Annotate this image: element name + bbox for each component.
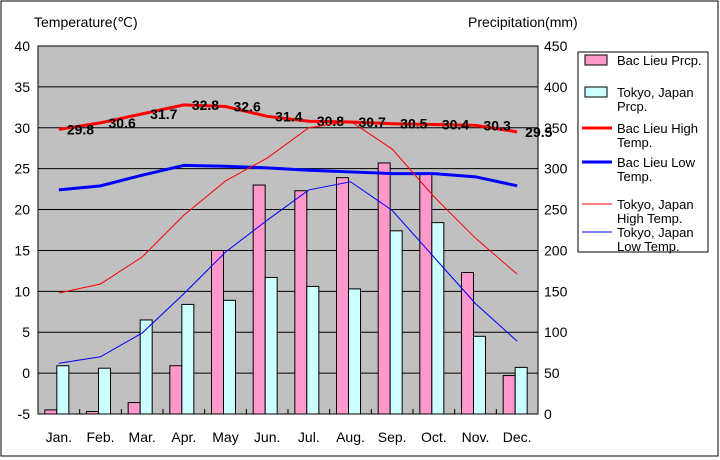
bar-bac-lieu-prcp: [252, 184, 266, 415]
left-tick-label: 40: [14, 38, 30, 54]
right-tick-label: 400: [544, 79, 568, 95]
bar-tokyo-prcp: [389, 230, 403, 415]
bar-bac-lieu-prcp: [419, 173, 433, 415]
legend-swatch: [584, 54, 608, 66]
bar-tokyo-prcp: [98, 367, 111, 415]
x-tick-label: Oct.: [421, 429, 447, 445]
legend-label: Tokyo, Japan: [617, 225, 694, 240]
right-axis-label: Precipitation(mm): [468, 14, 578, 30]
data-label: 30.5: [400, 116, 427, 132]
x-tick-label: Apr.: [171, 429, 196, 445]
data-label: 30.3: [484, 117, 511, 133]
left-tick-label: -5: [18, 406, 31, 422]
x-tick-label: May: [212, 429, 238, 445]
bar-tokyo-prcp: [514, 366, 528, 415]
right-tick-label: 100: [544, 324, 568, 340]
bar-bac-lieu-prcp: [86, 411, 99, 415]
left-tick-label: 25: [14, 161, 30, 177]
left-tick-label: 30: [14, 120, 30, 136]
right-tick-label: 450: [544, 38, 568, 54]
bar-bac-lieu-prcp: [294, 190, 308, 415]
right-tick-label: 50: [544, 365, 560, 381]
right-tick-label: 150: [544, 283, 568, 299]
bar-bac-lieu-prcp: [377, 162, 391, 415]
bar-tokyo-prcp: [473, 335, 486, 415]
data-label: 32.6: [234, 99, 261, 115]
legend-label: Bac Lieu Low: [617, 155, 696, 170]
x-tick-label: Aug.: [336, 429, 365, 445]
bar-tokyo-prcp: [264, 276, 278, 415]
bar-tokyo-prcp: [223, 299, 236, 415]
bar-bac-lieu-prcp: [461, 272, 474, 415]
left-axis-label: Temperature(℃): [34, 14, 138, 30]
data-label: 29.8: [67, 121, 94, 137]
bar-tokyo-prcp: [306, 285, 320, 415]
x-tick-label: Jun.: [254, 429, 280, 445]
data-label: 31.7: [150, 106, 177, 122]
legend-label: Bac Lieu Prcp.: [617, 53, 702, 68]
bar-tokyo-prcp: [348, 288, 361, 415]
right-tick-label: 200: [544, 242, 568, 258]
legend-label: Low Temp.: [617, 239, 680, 254]
bar-bac-lieu-prcp: [336, 177, 349, 415]
legend-swatch: [584, 86, 608, 98]
line-tokyo-japan-high-temp-: [58, 120, 518, 294]
x-tick-label: Jul.: [298, 429, 320, 445]
line-tokyo-japan-low-temp-: [58, 181, 518, 364]
legend-label: Tokyo, Japan: [617, 197, 694, 212]
data-label: 30.4: [442, 117, 469, 133]
left-tick-label: 15: [14, 242, 30, 258]
bar-bac-lieu-prcp: [44, 409, 58, 415]
bar-tokyo-prcp: [139, 319, 153, 415]
plot-area: [37, 45, 539, 415]
data-label: 29.5: [525, 124, 552, 140]
legend-label: Bac Lieu High: [617, 121, 698, 136]
bar-tokyo-prcp: [431, 222, 445, 415]
left-tick-label: 10: [14, 283, 30, 299]
legend-label: Tokyo, Japan: [617, 85, 694, 100]
bar-tokyo-prcp: [181, 303, 195, 415]
x-tick-label: Sep.: [378, 429, 407, 445]
legend-box: [577, 51, 709, 253]
right-tick-label: 0: [544, 406, 552, 422]
legend-label: Temp.: [617, 135, 652, 150]
x-tick-label: Dec.: [503, 429, 532, 445]
left-tick-label: 5: [22, 324, 30, 340]
data-label: 30.8: [317, 113, 344, 129]
data-label: 32.8: [192, 97, 219, 113]
legend-label: High Temp.: [617, 211, 683, 226]
right-tick-label: 350: [544, 120, 568, 136]
x-tick-label: Feb.: [86, 429, 114, 445]
bar-tokyo-prcp: [56, 365, 70, 415]
bar-bac-lieu-prcp: [502, 375, 516, 415]
bar-bac-lieu-prcp: [169, 365, 183, 415]
data-label: 31.4: [275, 108, 302, 124]
bar-bac-lieu-prcp: [127, 402, 141, 415]
line-bac-lieu-low-temp-: [58, 163, 518, 192]
x-tick-label: Mar.: [129, 429, 156, 445]
right-tick-label: 300: [544, 161, 568, 177]
data-label: 30.6: [109, 115, 136, 131]
bar-bac-lieu-prcp: [211, 249, 224, 415]
line-bac-lieu-high-temp-: [58, 103, 518, 134]
left-tick-label: 35: [14, 79, 30, 95]
legend-label: Temp.: [617, 169, 652, 184]
legend-label: Prcp.: [617, 99, 647, 114]
left-tick-label: 20: [14, 202, 30, 218]
right-tick-label: 250: [544, 202, 568, 218]
data-label: 30.7: [359, 114, 386, 130]
x-tick-label: Jan.: [46, 429, 72, 445]
x-tick-label: Nov.: [462, 429, 490, 445]
left-tick-label: 0: [22, 365, 30, 381]
